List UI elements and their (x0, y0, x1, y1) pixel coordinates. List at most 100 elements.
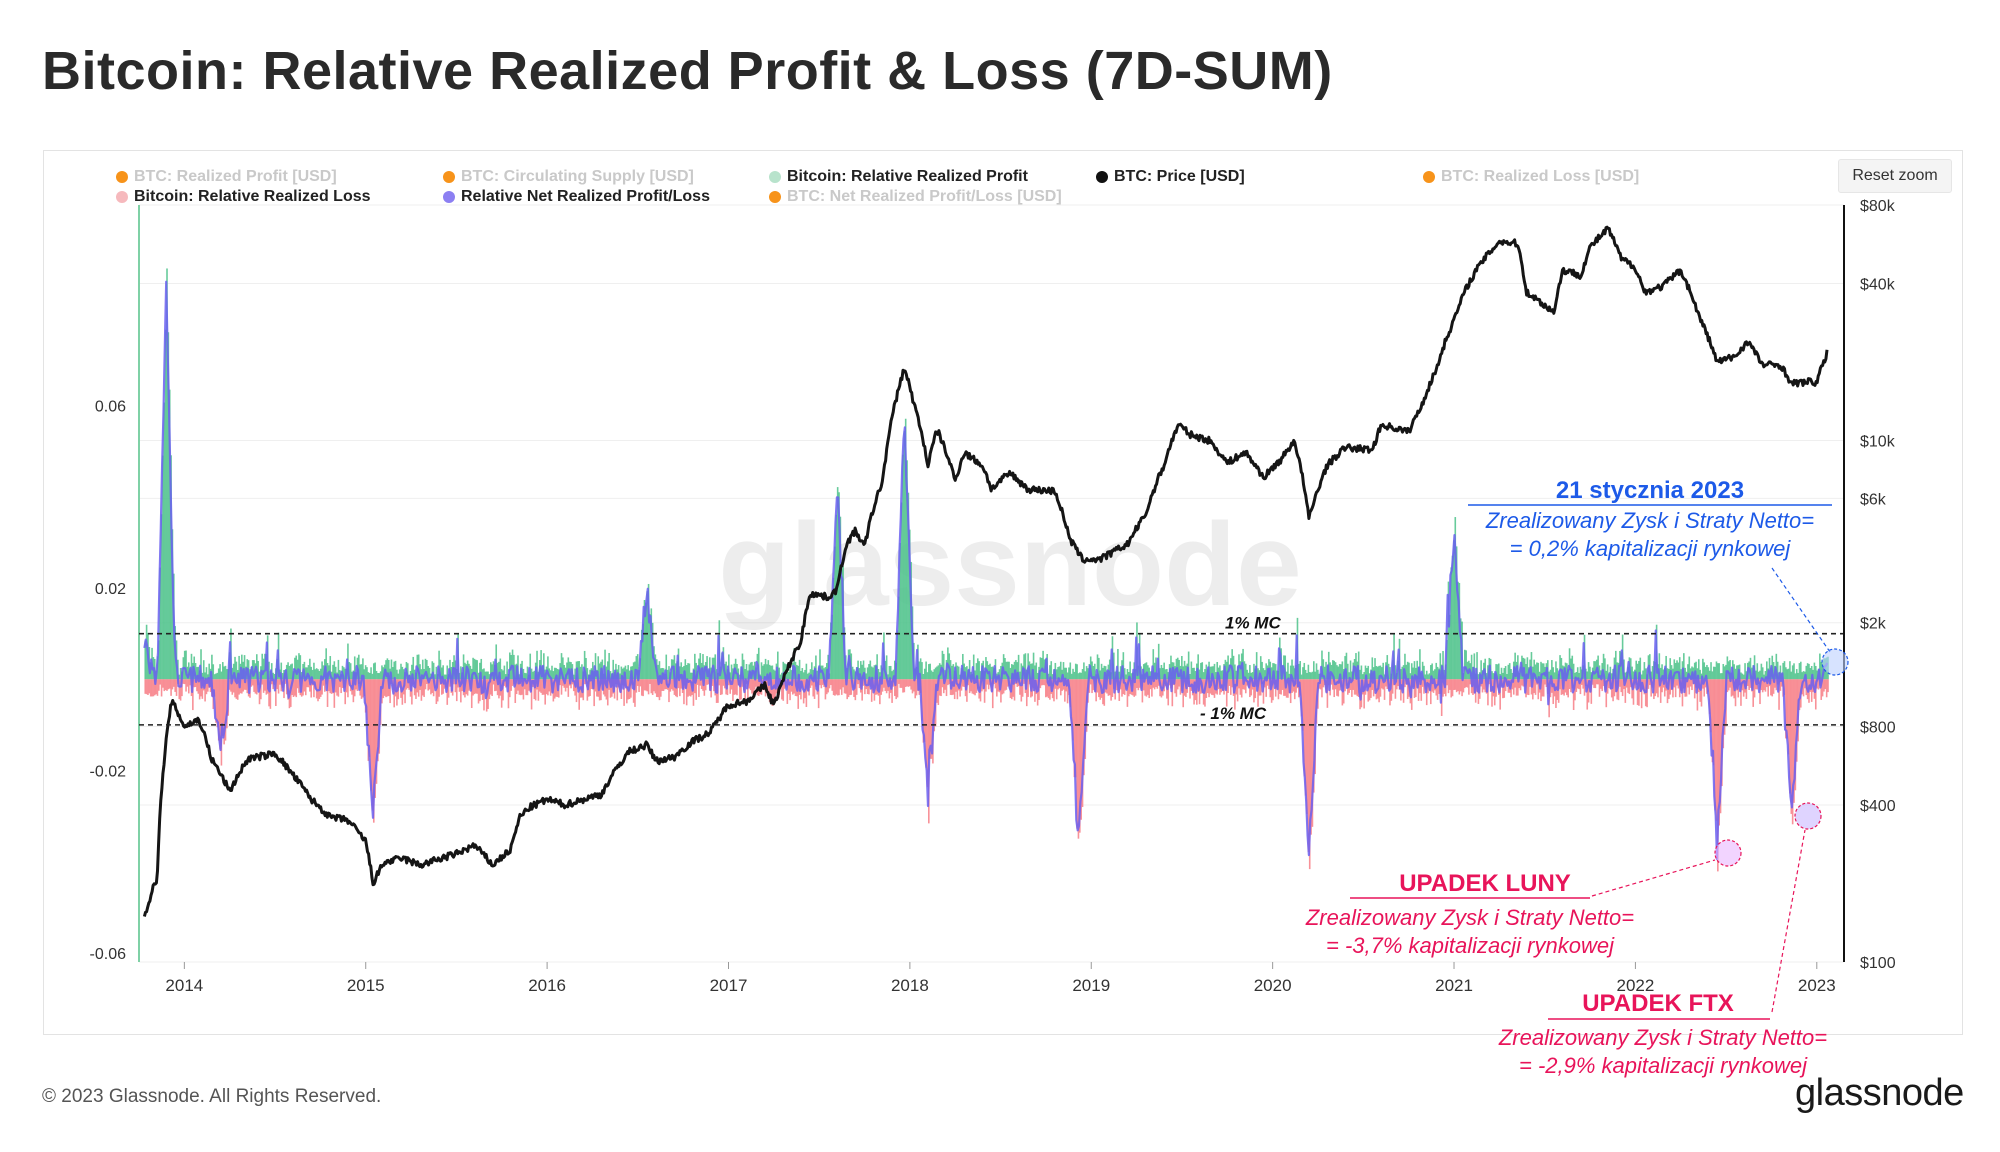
legend-item[interactable]: BTC: Price [USD] (1096, 168, 1245, 186)
loss-bar (321, 679, 323, 695)
profit-bar (665, 654, 668, 680)
profit-bar (1102, 667, 1104, 680)
loss-bar (1572, 679, 1575, 711)
annotation-jan-marker (1821, 648, 1849, 676)
legend-item[interactable]: BTC: Realized Profit [USD] (116, 168, 337, 186)
loss-bar (1421, 679, 1424, 687)
loss-bar (1522, 679, 1525, 687)
loss-bar (1059, 679, 1062, 696)
profit-bar (932, 671, 934, 680)
loss-bar (428, 679, 431, 690)
loss-bar (786, 679, 789, 704)
profit-bar (523, 672, 526, 680)
profit-bar (800, 671, 802, 680)
profit-bar (1813, 662, 1816, 680)
profit-bar (291, 663, 293, 680)
legend-item[interactable]: Bitcoin: Relative Realized Profit (769, 168, 1028, 186)
profit-bar (362, 658, 364, 680)
loss-bar (336, 679, 338, 696)
legend-item[interactable]: BTC: Realized Loss [USD] (1423, 168, 1639, 186)
loss-bar (1824, 679, 1827, 690)
profit-bar (868, 664, 870, 680)
profit-bar (1093, 663, 1096, 680)
profit-bar (1658, 653, 1661, 680)
profit-bar (1009, 667, 1012, 680)
loss-bar (1266, 679, 1269, 686)
loss-bar (1351, 679, 1353, 697)
legend-item[interactable]: Relative Net Realized Profit/Loss (443, 188, 710, 206)
loss-bar (1545, 679, 1548, 688)
loss-bar (498, 679, 500, 699)
loss-bar (651, 679, 654, 695)
profit-bar (1153, 662, 1156, 680)
loss-bar (173, 679, 175, 687)
profit-bar (1706, 664, 1708, 680)
loss-bar (1527, 679, 1530, 696)
profit-bar (310, 666, 313, 680)
loss-bar (421, 679, 424, 696)
legend-item[interactable]: BTC: Circulating Supply [USD] (443, 168, 694, 186)
profit-bar (762, 665, 764, 680)
profit-bar (1202, 672, 1205, 680)
profit-bar (1306, 672, 1308, 680)
profit-bar (353, 656, 356, 680)
profit-bar (1794, 673, 1797, 680)
loss-bar (309, 679, 311, 692)
loss-bar (636, 679, 639, 686)
profit-bar (1334, 662, 1337, 680)
legend-item[interactable]: BTC: Net Realized Profit/Loss [USD] (769, 188, 1062, 206)
loss-bar (609, 679, 612, 698)
loss-bar (491, 679, 493, 696)
profit-bar (1012, 664, 1014, 680)
loss-bar (1600, 679, 1602, 689)
loss-bar (1142, 679, 1145, 691)
annotation-luna-marker (1714, 839, 1742, 867)
loss-bar (366, 679, 368, 720)
legend-item[interactable]: Bitcoin: Relative Realized Loss (116, 188, 371, 206)
profit-bar (1616, 662, 1618, 680)
profit-bar (1042, 650, 1044, 680)
profit-bar (804, 669, 806, 680)
profit-bar (1651, 666, 1654, 680)
reset-zoom-button[interactable]: Reset zoom (1838, 159, 1952, 193)
loss-bar (834, 679, 836, 696)
profit-bar (1673, 659, 1676, 680)
loss-bar (1472, 679, 1474, 695)
loss-bar (1749, 679, 1752, 688)
loss-bar (1734, 679, 1737, 707)
loss-bar (634, 679, 636, 707)
profit-bar (957, 666, 960, 680)
loss-bar (377, 679, 379, 762)
profit-bar (318, 670, 321, 680)
loss-bar (1385, 679, 1387, 687)
loss-bar (1753, 679, 1756, 698)
loss-bar (1394, 679, 1397, 699)
profit-bar (1314, 671, 1316, 680)
loss-bar (974, 679, 976, 696)
profit-bar (1576, 667, 1579, 680)
loss-bar (1386, 679, 1389, 689)
loss-bar (975, 679, 978, 693)
profit-bar (605, 666, 608, 680)
loss-bar (626, 679, 628, 704)
profit-bar (442, 665, 444, 680)
profit-bar (387, 660, 390, 680)
profit-bar (325, 648, 327, 680)
profit-bar (609, 671, 612, 680)
legend-dot-icon (443, 171, 455, 183)
profit-bar (1736, 665, 1738, 680)
profit-bar (1801, 672, 1803, 680)
loss-bar (204, 679, 206, 702)
profit-bar (1530, 652, 1533, 680)
loss-bar (509, 679, 511, 698)
profit-bar (560, 653, 563, 680)
loss-bar (1787, 679, 1790, 755)
profit-bar (179, 668, 182, 680)
profit-bar (1364, 665, 1367, 680)
loss-bar (466, 679, 469, 696)
loss-bar (947, 679, 949, 686)
loss-bar (276, 679, 278, 690)
loss-bar (1666, 679, 1669, 704)
profit-bar (1451, 555, 1454, 680)
profit-bar (1661, 664, 1663, 680)
